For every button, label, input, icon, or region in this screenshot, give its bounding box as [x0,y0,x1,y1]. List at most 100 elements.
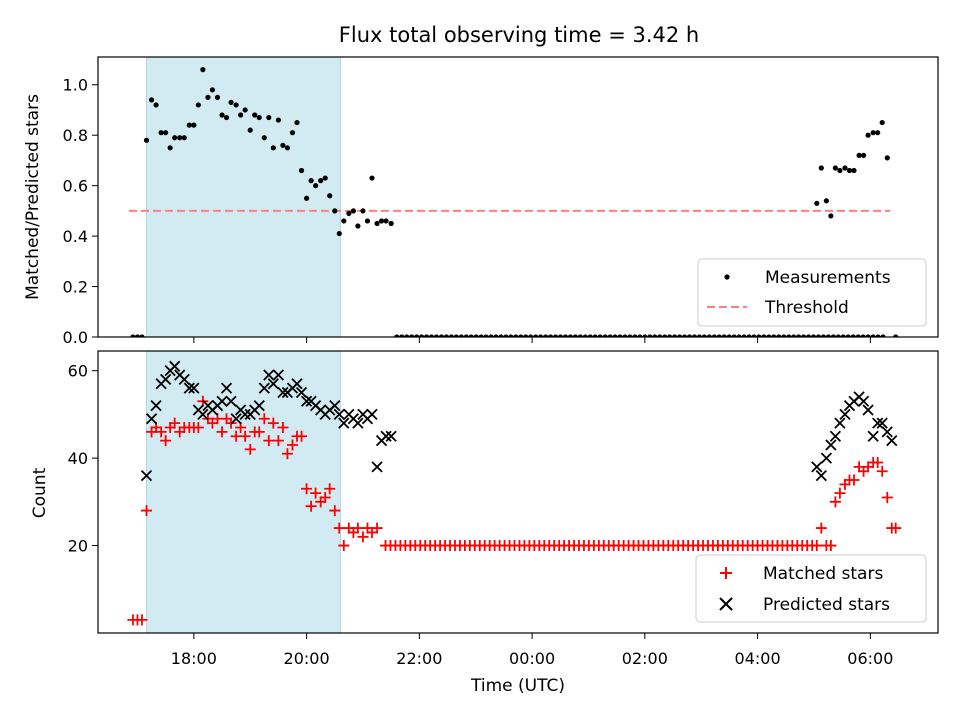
measurement-point [810,334,817,337]
measurement-point [547,334,554,337]
predicted-star-point [380,430,392,442]
predicted-star-point [333,408,345,421]
measurement-point [336,230,342,237]
matched-star-point [371,522,383,534]
predicted-star-point [140,469,153,482]
matched-star-point [881,491,893,503]
matched-star-point [329,505,341,517]
measurement-point [163,130,169,136]
x-axis-label: Time (UTC) [470,676,565,696]
measurement-point [409,334,415,337]
measurement-point [860,334,866,337]
measurement-point [294,119,300,126]
measurement-point [823,198,829,204]
ratio-legend: Measurements Threshold [697,258,927,327]
measurement-point [711,334,717,337]
measurement-point [557,334,564,337]
legend-matched-marker [720,567,732,579]
measurement-point [851,167,857,174]
measurement-point [360,208,366,214]
predicted-star-point [352,417,364,429]
measurement-point [214,94,221,100]
measurement-point [875,334,881,337]
matched-star-point [352,522,364,534]
measurement-point [696,334,703,337]
measurement-point [647,334,653,337]
measurement-point [830,334,836,337]
measurement-point [652,334,658,337]
predicted-star-point [872,417,884,429]
measurement-point [167,145,173,151]
measurement-point [139,334,145,337]
measurement-point [181,135,187,141]
predicted-star-point [371,461,383,473]
measurement-point [602,334,608,337]
measurement-point [632,334,638,337]
measurement-point [801,334,807,337]
measurement-point [523,334,529,337]
measurement-point [433,334,440,337]
measurement-point [567,334,574,337]
x-tick-label: 06:00 [847,649,893,668]
measurement-point [657,334,663,337]
measurement-point [463,334,469,337]
measurement-point [195,102,201,108]
predicted-star-point [239,408,251,421]
legend-measurements-marker [724,274,730,280]
measurement-point [284,145,291,151]
measurement-point [303,195,310,201]
measurement-point [242,107,248,113]
measurement-point [153,102,159,108]
measurement-point [172,135,178,141]
measurement-point [289,130,296,136]
measurement-point [256,114,262,121]
measurement-point [332,208,338,214]
measurement-point [837,167,843,174]
matched-star-point [305,500,317,512]
measurement-point [850,334,856,337]
predicted-star-point [253,400,265,412]
measurement-point [716,334,722,337]
measurement-point [672,334,678,337]
measurement-point [369,175,375,181]
predicted-star-point [385,430,397,442]
legend-measurements-label: Measurements [765,268,891,288]
measurement-point [518,334,524,337]
predicted-star-point [825,439,837,451]
measurement-point [577,334,583,337]
measurement-point [473,334,479,337]
measurement-point [814,200,820,206]
y-tick-label: 0.8 [63,126,88,145]
measurement-point [448,334,454,337]
predicted-star-point [291,378,303,390]
matched-star-point [253,426,265,438]
predicted-star-point [169,360,181,372]
measurement-point [691,334,698,337]
measurement-point [781,334,787,337]
predicted-star-point [216,395,228,407]
measurement-point [860,152,867,158]
measurement-point [275,117,282,123]
predicted-star-point [183,382,195,394]
measurement-point [503,334,509,337]
predicted-star-point [300,395,313,407]
matched-star-point [140,505,152,517]
legend-threshold-label: Threshold [764,298,849,318]
measurement-point [404,334,410,337]
predicted-star-point [881,426,893,438]
y-tick-label: 20 [68,537,88,556]
measurement-point [346,210,352,216]
measurement-point [158,130,164,136]
y-tick-label: 0.4 [63,227,88,246]
measurement-point [458,334,464,337]
measurement-point [686,334,693,337]
measurement-point [355,223,361,229]
measurement-point [825,334,832,337]
measurement-point [818,165,824,171]
measurement-point [796,334,802,337]
measurement-point [478,334,484,337]
measurement-point [875,130,881,136]
predicted-star-point [886,434,898,447]
matched-star-point [324,483,336,495]
measurement-point [438,334,445,337]
